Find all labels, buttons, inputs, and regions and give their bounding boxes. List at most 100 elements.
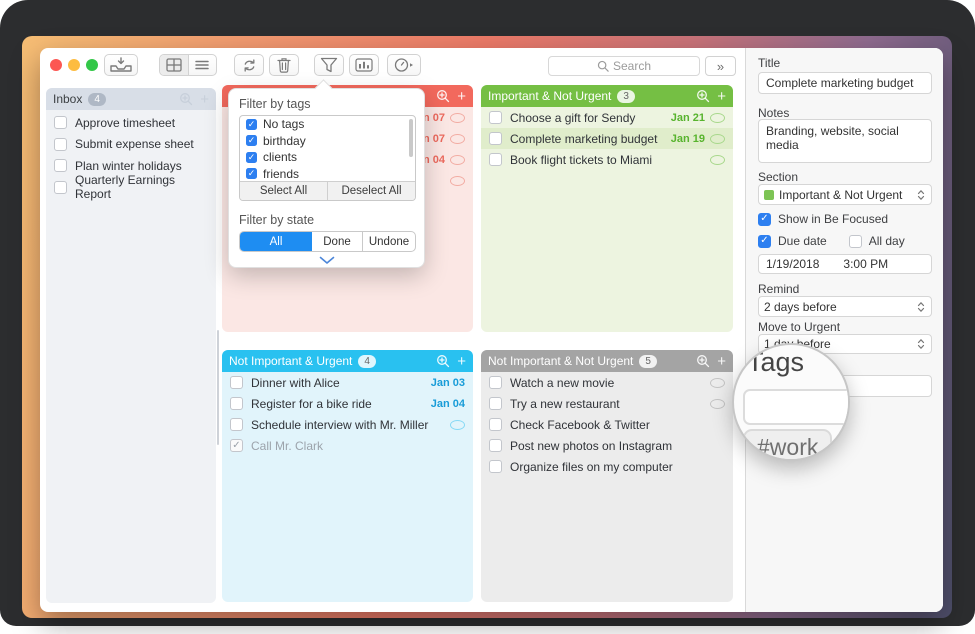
list-view-button[interactable] <box>189 55 217 75</box>
task-checkbox[interactable] <box>489 153 502 166</box>
deselect-all-button[interactable]: Deselect All <box>341 185 402 197</box>
task-checkbox[interactable] <box>489 460 502 473</box>
task-title: Post new photos on Instagram <box>510 438 673 453</box>
tag-checkbox-checked[interactable]: ✓ <box>246 118 257 130</box>
task-row[interactable]: Quarterly Earnings Report <box>46 173 216 201</box>
tag-checkbox-checked[interactable]: ✓ <box>246 135 257 147</box>
add-task-icon[interactable]: + <box>717 352 726 370</box>
inbox-tray-button[interactable] <box>104 54 138 76</box>
show-in-be-focused-checkbox[interactable]: ✓ <box>758 212 771 226</box>
task-checkbox[interactable] <box>230 397 243 410</box>
tag-filter-item[interactable]: ✓ No tags <box>240 116 415 133</box>
zoom-quadrant-icon[interactable] <box>436 89 450 103</box>
tag-filter-item[interactable]: ✓ birthday <box>240 133 415 150</box>
state-all-button[interactable]: All <box>240 232 312 251</box>
quadrant-not-important-not-urgent: Not Important & Not Urgent 5 + Watch a n… <box>481 350 733 602</box>
due-date-row[interactable]: ✓ Due date All day <box>758 234 905 248</box>
task-row-selected[interactable]: Complete marketing budget Jan 19 <box>481 128 733 149</box>
section-select[interactable]: Important & Not Urgent <box>758 184 932 205</box>
add-task-icon[interactable]: + <box>717 87 726 105</box>
task-row[interactable]: Try a new restaurant <box>481 393 733 414</box>
task-checkbox[interactable] <box>54 159 67 173</box>
add-task-icon[interactable]: + <box>457 87 466 105</box>
task-checkbox[interactable] <box>489 439 502 452</box>
zoom-section-icon[interactable] <box>179 92 193 106</box>
notes-input[interactable]: Branding, website, social media <box>758 119 932 163</box>
tag-filter-item[interactable]: ✓ friends <box>240 166 415 183</box>
tag-filter-item[interactable]: ✓ clients <box>240 149 415 166</box>
due-date-checkbox[interactable]: ✓ <box>758 234 771 248</box>
task-row[interactable]: Plan winter holidays <box>46 155 216 177</box>
task-row[interactable]: Post new photos on Instagram <box>481 435 733 456</box>
filter-by-tags-label: Filter by tags <box>239 97 311 111</box>
task-row[interactable]: Choose a gift for Sendy Jan 21 <box>481 107 733 128</box>
refresh-button[interactable] <box>234 54 264 76</box>
task-checkbox[interactable] <box>54 116 67 130</box>
task-title: Organize files on my computer <box>510 459 673 474</box>
task-title: Register for a bike ride <box>251 396 372 411</box>
task-row[interactable]: Schedule interview with Mr. Miller <box>222 414 473 435</box>
tag-checkbox-checked[interactable]: ✓ <box>246 168 257 180</box>
remind-select[interactable]: 2 days before <box>758 296 932 317</box>
statistics-button[interactable] <box>349 54 379 76</box>
delete-button[interactable] <box>269 54 299 76</box>
state-undone-button[interactable]: Undone <box>362 232 415 251</box>
task-row[interactable]: Submit expense sheet <box>46 134 216 156</box>
zoom-quadrant-icon[interactable] <box>436 354 450 368</box>
section-value: Important & Not Urgent <box>779 187 903 202</box>
filter-button[interactable] <box>314 54 344 76</box>
search-input[interactable]: Search <box>548 56 700 76</box>
task-checkbox[interactable] <box>54 137 67 151</box>
section-label: Section <box>758 170 799 184</box>
task-row[interactable]: Approve timesheet <box>46 112 216 134</box>
zoom-quadrant-icon[interactable] <box>696 354 710 368</box>
toolbar-overflow-button[interactable]: » <box>705 56 736 76</box>
task-checkbox[interactable] <box>489 418 502 431</box>
due-datetime-input[interactable]: 1/19/2018 3:00 PM <box>758 254 932 274</box>
scrollbar[interactable] <box>217 330 219 445</box>
add-task-icon[interactable]: + <box>457 352 466 370</box>
zoom-quadrant-icon[interactable] <box>696 89 710 103</box>
task-checkbox[interactable] <box>230 376 243 389</box>
select-all-button[interactable]: Select All <box>259 185 308 197</box>
task-checkbox[interactable] <box>489 397 502 410</box>
task-checkbox[interactable] <box>230 418 243 431</box>
timer-button[interactable] <box>387 54 421 76</box>
state-done-button[interactable]: Done <box>323 235 351 248</box>
task-row[interactable]: Dinner with Alice Jan 03 <box>222 372 473 393</box>
task-row[interactable]: Watch a new movie <box>481 372 733 393</box>
note-bubble-icon <box>710 154 725 165</box>
minimize-window-button[interactable] <box>68 59 80 71</box>
list-scrollbar[interactable] <box>409 119 413 157</box>
task-checkbox-checked[interactable]: ✓ <box>230 439 243 452</box>
magnified-tag-chip[interactable]: #work <box>743 429 833 459</box>
chevron-double-right-icon: » <box>716 58 725 74</box>
show-in-be-focused-row[interactable]: ✓ Show in Be Focused <box>758 212 888 226</box>
title-input[interactable]: Complete marketing budget <box>758 72 932 94</box>
due-time-value: 3:00 PM <box>843 257 889 271</box>
task-row[interactable]: Check Facebook & Twitter <box>481 414 733 435</box>
tag-checkbox-checked[interactable]: ✓ <box>246 151 257 163</box>
note-bubble-icon <box>710 398 725 409</box>
task-title: Schedule interview with Mr. Miller <box>251 417 429 432</box>
task-checkbox[interactable] <box>54 180 67 194</box>
zoom-window-button[interactable] <box>86 59 98 71</box>
magnified-tags-input[interactable] <box>743 389 848 425</box>
due-date-label: Due date <box>778 234 827 248</box>
task-title: Submit expense sheet <box>75 137 194 152</box>
all-day-checkbox[interactable] <box>848 234 862 248</box>
task-checkbox[interactable] <box>489 132 502 145</box>
matrix-view-button[interactable] <box>160 55 188 75</box>
task-row[interactable]: Register for a bike ride Jan 04 <box>222 393 473 414</box>
add-task-icon[interactable]: + <box>200 90 209 108</box>
task-row[interactable]: Book flight tickets to Miami <box>481 149 733 170</box>
quadrant-header: Not Important & Urgent 4 + <box>222 350 473 372</box>
task-checkbox[interactable] <box>489 111 502 124</box>
quadrant-important-not-urgent: Important & Not Urgent 3 + Choose a gift… <box>481 85 733 332</box>
expand-more-chevron-icon[interactable] <box>319 256 335 265</box>
task-row-completed[interactable]: ✓ Call Mr. Clark <box>222 435 473 456</box>
close-window-button[interactable] <box>50 59 62 71</box>
task-row[interactable]: Organize files on my computer <box>481 456 733 477</box>
stepper-icon <box>917 301 925 312</box>
task-checkbox[interactable] <box>489 376 502 389</box>
